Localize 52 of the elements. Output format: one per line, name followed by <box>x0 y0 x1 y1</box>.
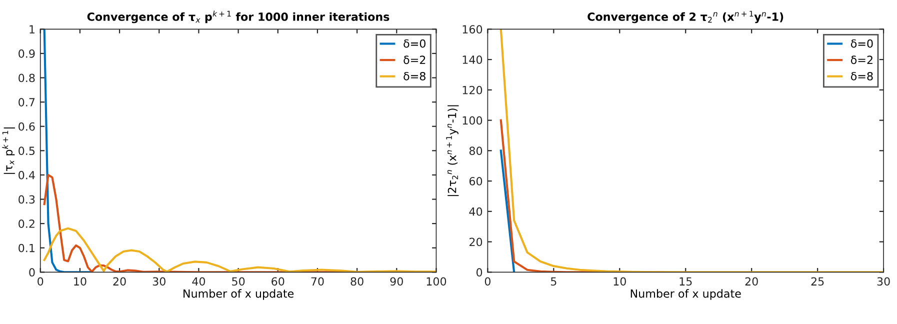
y-tick-label: 0.9 <box>18 49 35 58</box>
x-tick-label: 10 <box>74 277 86 286</box>
chart-title: Convergence of 2 τ$_{2}$$^{n}$ (x$^{n+1}$y$^{n}$-1) <box>588 10 784 24</box>
line-series <box>43 29 93 272</box>
y-tick-label: 100 <box>462 116 482 125</box>
y-axis-title: |2τ$_{2}$$^{n}$ (x$^{n+1}$y$^{n}$-1)| <box>446 105 459 196</box>
legend-label: δ=0 <box>850 39 873 48</box>
x-tick-label: 90 <box>390 277 403 286</box>
x-tick-label: 60 <box>272 277 284 286</box>
x-tick-label: 5 <box>550 277 556 286</box>
x-tick-label: 25 <box>811 277 824 286</box>
x-tick-label: 100 <box>426 277 446 286</box>
y-tick-label: 0.8 <box>18 74 35 82</box>
y-tick-label: 0 <box>476 268 482 277</box>
y-tick-label: 80 <box>469 146 482 156</box>
y-axis-title: |τ$_{x}$ p$^{k+1}$| <box>2 127 15 174</box>
x-tick-label: 40 <box>192 277 206 286</box>
legend-label: δ=0 <box>404 39 426 48</box>
y-tick-label: 0 <box>29 268 35 277</box>
x-tick-label: 15 <box>680 277 692 286</box>
x-tick-label: 10 <box>614 277 626 286</box>
y-tick-label: 0.2 <box>18 220 34 228</box>
y-tick-label: 0.7 <box>18 98 35 106</box>
legend-label: δ=2 <box>404 56 426 64</box>
y-tick-label: 40 <box>469 207 482 216</box>
legend-label: δ=8 <box>850 72 873 80</box>
x-tick-label: 30 <box>152 277 166 286</box>
y-tick-label: 0.5 <box>18 146 35 156</box>
y-tick-label: 140 <box>462 56 482 64</box>
y-tick-label: 0.6 <box>18 122 35 131</box>
y-tick-label: 0.4 <box>18 170 35 180</box>
x-tick-label: 30 <box>877 277 890 286</box>
y-tick-label: 0.3 <box>18 195 35 204</box>
y-tick-label: 20 <box>470 238 482 246</box>
line-series <box>43 227 436 272</box>
x-tick-label: 0 <box>484 277 490 286</box>
chart-title: Convergence of τ$_{x}$ p$^{k+1}$ for 1000 inner iterations <box>87 10 390 24</box>
y-tick-label: 1 <box>30 25 34 34</box>
y-tick-label: 120 <box>462 86 482 94</box>
legend-label: δ=2 <box>850 56 872 64</box>
y-tick-label: 160 <box>462 25 482 34</box>
y-tick-label: 60 <box>469 177 482 186</box>
y-tick-label: 0.1 <box>18 244 34 252</box>
x-tick-label: 20 <box>745 277 758 286</box>
x-tick-label: 70 <box>311 277 324 286</box>
legend-label: δ=8 <box>404 72 426 80</box>
x-tick-label: 0 <box>38 277 44 286</box>
x-axis-title: Number of x update <box>630 289 741 300</box>
x-tick-label: 80 <box>350 277 364 286</box>
x-tick-label: 20 <box>113 277 126 286</box>
x-axis-title: Number of x update <box>184 289 294 300</box>
x-tick-label: 50 <box>232 277 245 286</box>
